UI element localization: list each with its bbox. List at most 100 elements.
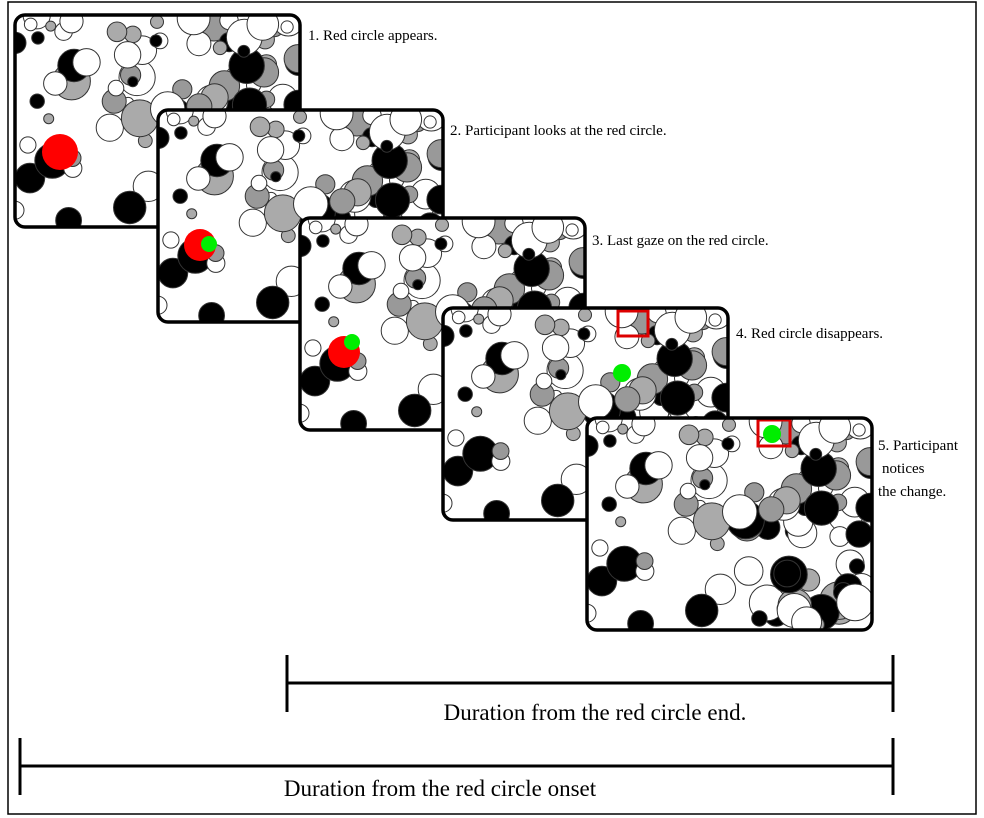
circle <box>281 21 293 33</box>
circle <box>492 443 509 460</box>
circle <box>32 32 44 44</box>
circle <box>381 140 393 152</box>
circle <box>596 421 609 434</box>
step-label: notices <box>882 461 925 477</box>
panels <box>5 2 885 637</box>
circle <box>125 26 142 43</box>
circle <box>173 189 187 203</box>
circle <box>413 280 423 290</box>
circle <box>616 517 626 527</box>
marker <box>201 236 217 252</box>
circle <box>96 114 123 141</box>
step-label: 1. Red circle appears. <box>308 28 438 44</box>
circle <box>356 136 370 150</box>
circle <box>427 140 455 168</box>
circle <box>666 338 678 350</box>
step-label: 5. Participant <box>878 438 959 454</box>
circle <box>578 328 590 340</box>
circle <box>579 308 592 321</box>
circle <box>752 611 767 626</box>
circle <box>175 127 187 139</box>
circle <box>686 445 712 471</box>
circle <box>804 491 838 525</box>
circle <box>556 370 566 380</box>
circle <box>410 229 427 246</box>
circle <box>846 521 872 547</box>
circle <box>722 438 734 450</box>
circle <box>553 319 570 336</box>
circle <box>399 245 425 271</box>
panel <box>577 405 885 637</box>
circle <box>566 224 578 236</box>
circle <box>734 557 763 586</box>
circle <box>645 452 672 479</box>
circle <box>294 187 328 221</box>
circle <box>268 121 285 138</box>
circle <box>474 314 484 324</box>
circle <box>435 238 447 250</box>
circle <box>330 127 354 151</box>
circle <box>680 483 696 499</box>
circle <box>810 448 822 460</box>
step-label: 3. Last gaze on the red circle. <box>592 233 769 249</box>
circle <box>167 113 180 126</box>
duration-label: Duration from the red circle end. <box>444 700 747 725</box>
circle <box>320 97 353 130</box>
circle <box>523 248 535 260</box>
circle <box>30 94 44 108</box>
circle <box>393 283 409 299</box>
circle <box>284 45 312 73</box>
circle <box>257 286 289 318</box>
marker <box>613 364 631 382</box>
step-label: 4. Red circle disappears. <box>736 326 883 342</box>
circle <box>501 342 528 369</box>
circle <box>636 553 653 570</box>
duration-label: Duration from the red circle onset <box>284 776 597 801</box>
circle <box>460 325 472 337</box>
circle <box>251 175 267 191</box>
circle <box>472 407 482 417</box>
circle <box>472 235 496 259</box>
circle <box>668 517 695 544</box>
marker <box>344 334 360 350</box>
circle <box>462 205 495 238</box>
circle <box>542 335 568 361</box>
circle <box>686 594 718 626</box>
circle <box>723 495 757 529</box>
circle <box>628 611 654 637</box>
circle <box>569 248 597 276</box>
circle <box>305 340 321 356</box>
circle <box>498 244 512 258</box>
circle <box>315 297 329 311</box>
circle <box>187 167 210 190</box>
circle <box>329 275 352 298</box>
circle <box>257 137 283 163</box>
circle <box>107 22 127 42</box>
circle <box>56 208 82 234</box>
step-label: 2. Participant looks at the red circle. <box>450 123 667 139</box>
circle <box>108 80 124 96</box>
circle <box>341 411 367 437</box>
circle <box>592 540 608 556</box>
circle <box>700 480 710 490</box>
circle <box>792 607 822 637</box>
circle <box>189 116 199 126</box>
circle <box>294 110 307 123</box>
circle <box>399 394 431 426</box>
circle <box>150 35 162 47</box>
circle <box>60 10 83 33</box>
circle <box>618 424 628 434</box>
circle <box>250 117 270 137</box>
circle <box>46 21 56 31</box>
circle <box>114 42 140 68</box>
circle <box>536 373 552 389</box>
circle <box>151 15 164 28</box>
circle <box>317 235 329 247</box>
circle <box>271 172 281 182</box>
circle <box>697 429 714 446</box>
circle <box>24 18 37 31</box>
circle <box>44 114 54 124</box>
circle <box>853 424 865 436</box>
circle <box>604 435 616 447</box>
circle <box>535 315 555 335</box>
